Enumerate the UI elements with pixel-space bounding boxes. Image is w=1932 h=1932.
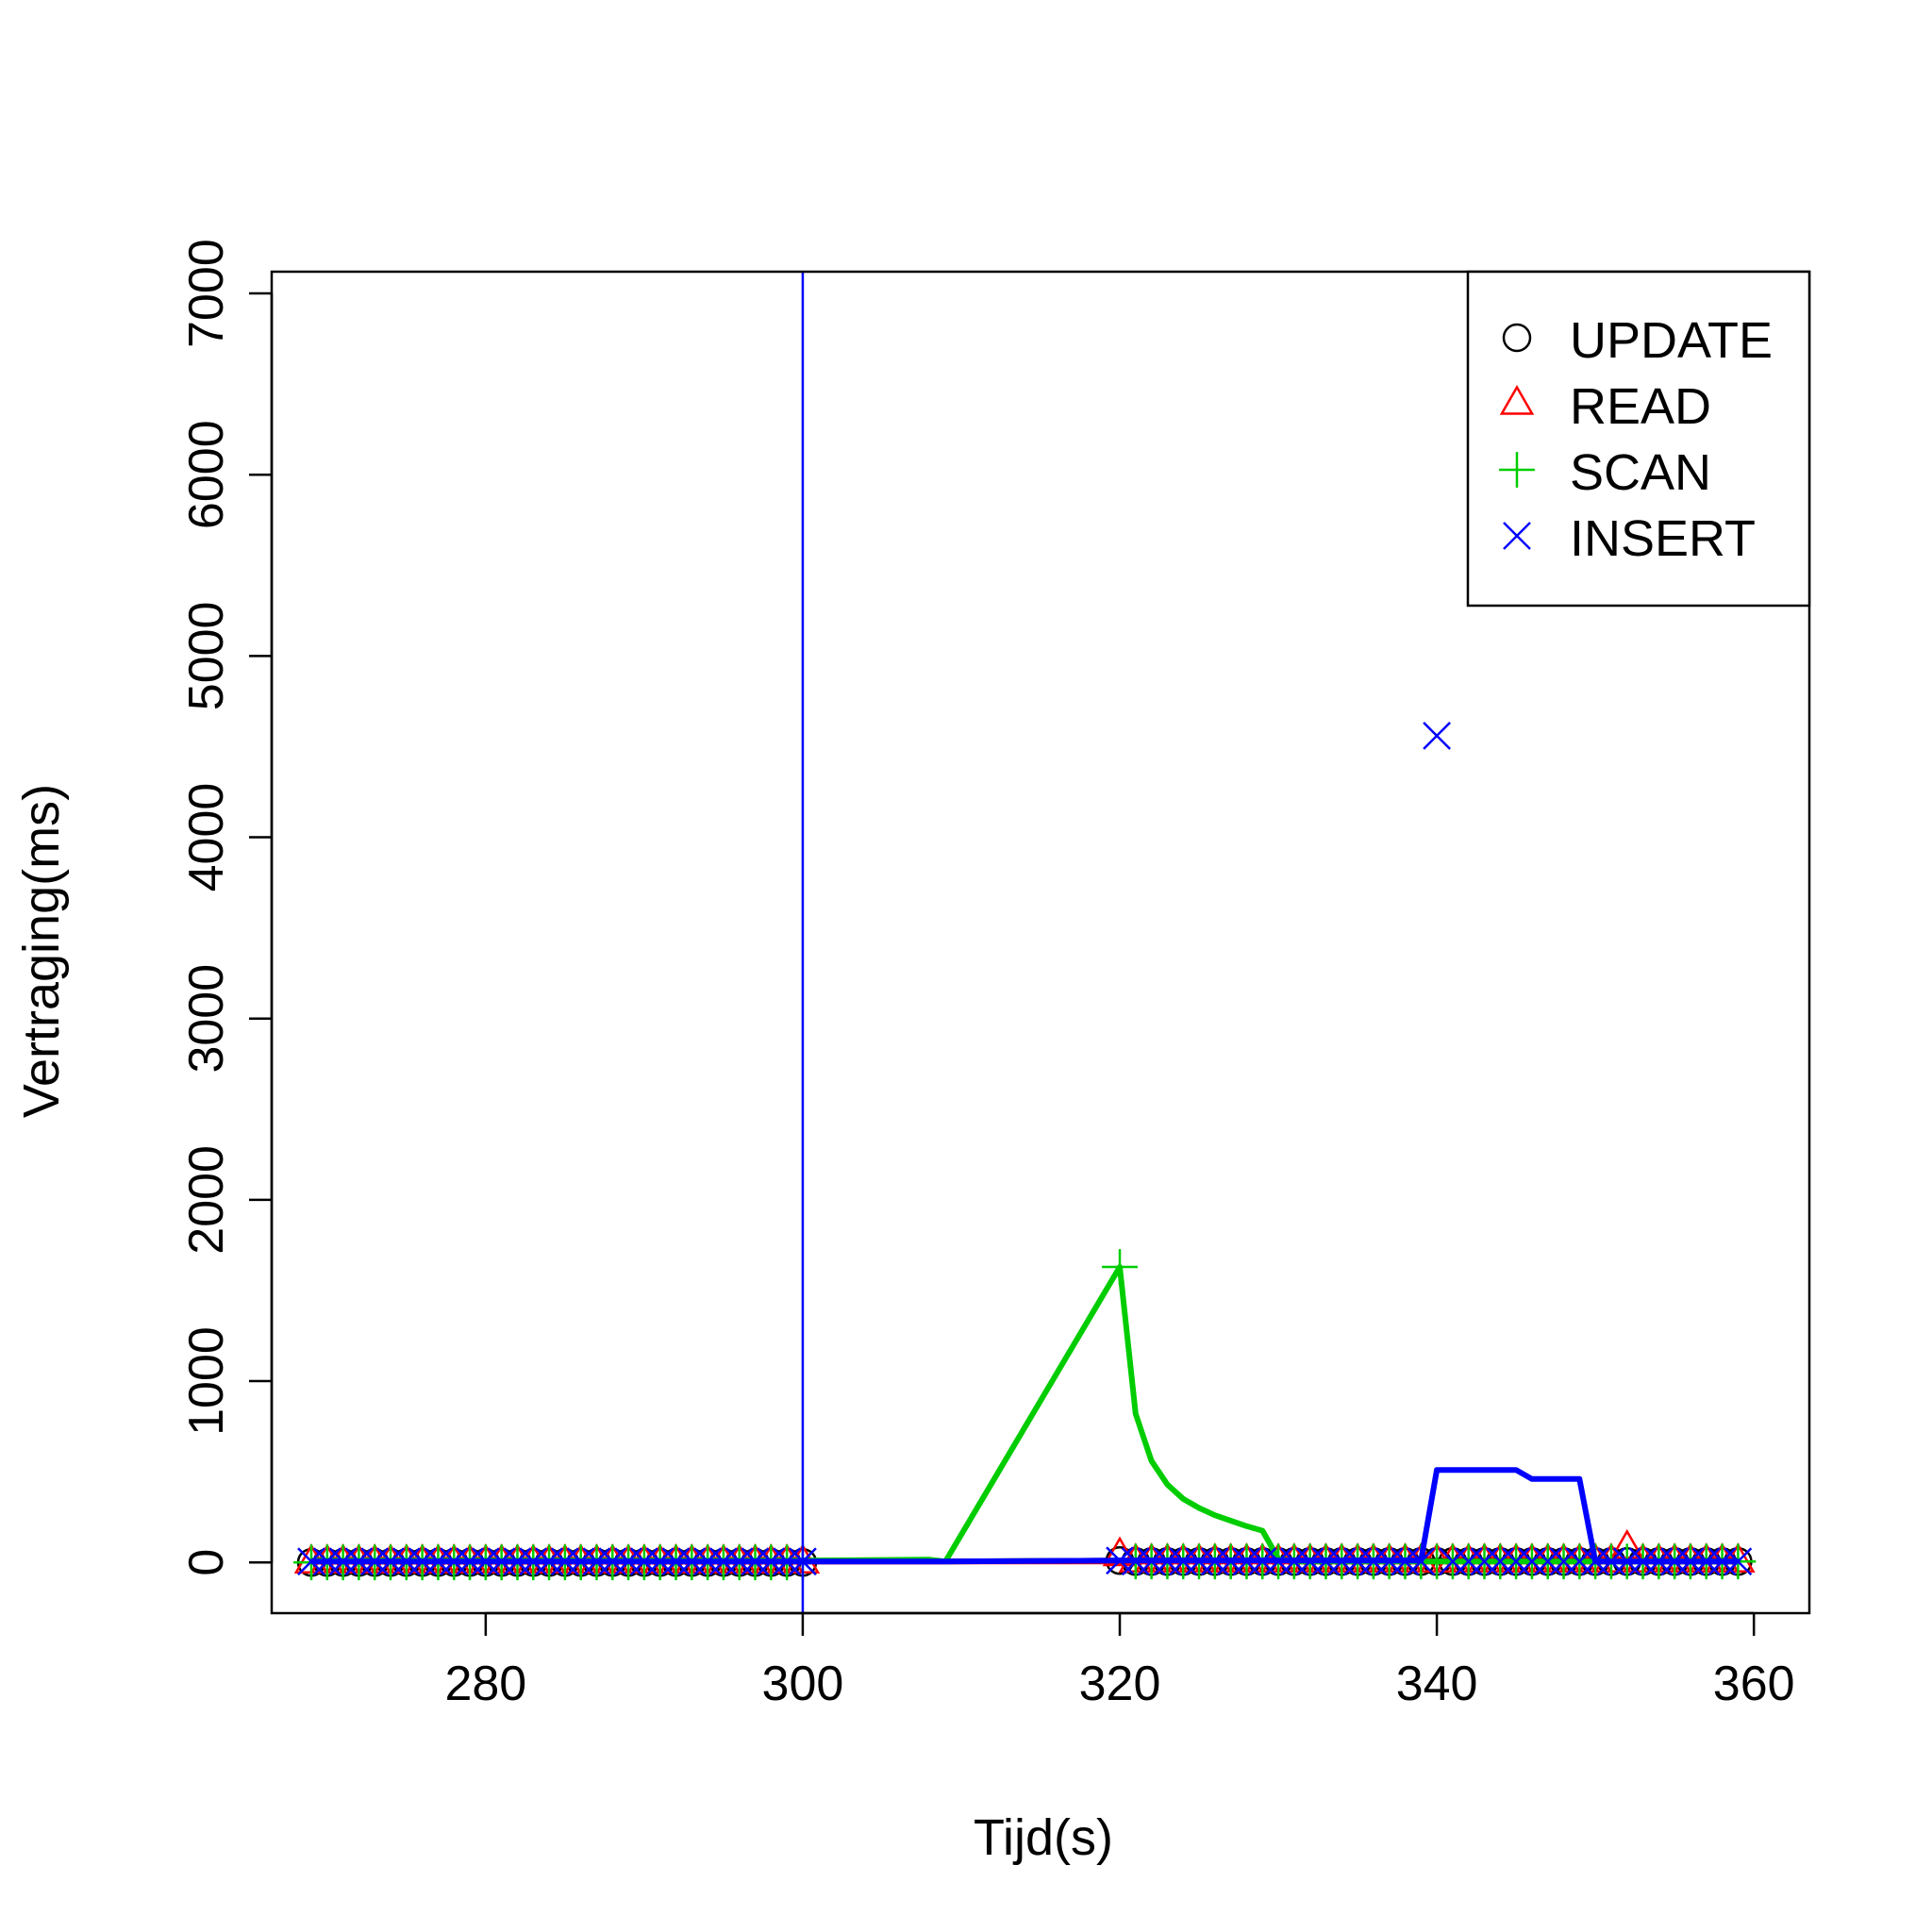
data-point-insert: [1439, 1547, 1467, 1576]
legend-marker-update: [1502, 323, 1532, 353]
y-tick-label: 2000: [179, 1145, 234, 1255]
y-tick-label: 1000: [179, 1326, 234, 1436]
data-point-insert: [1549, 1547, 1578, 1576]
y-axis-label: Vertraging(ms): [13, 784, 70, 1118]
data-point-insert: [1423, 722, 1451, 750]
data-point-insert: [1470, 1547, 1499, 1576]
y-tick-label: 5000: [179, 602, 234, 711]
legend-marker-insert: [1503, 522, 1531, 550]
data-point-insert: [1502, 1547, 1531, 1576]
x-tick-label: 300: [762, 1657, 844, 1711]
x-tick-label: 340: [1396, 1657, 1478, 1711]
data-point-insert: [1565, 1547, 1594, 1576]
y-tick-label: 4000: [179, 783, 234, 892]
series-insert: [297, 722, 1753, 1576]
data-point-insert: [1518, 1547, 1546, 1576]
legend-marker-read: [1499, 384, 1535, 415]
legend-label-scan: SCAN: [1570, 444, 1711, 501]
legend-label-read: READ: [1570, 378, 1711, 435]
legend: UPDATE READ SCAN INSERT: [1466, 270, 1811, 608]
legend-label-update: UPDATE: [1570, 312, 1773, 369]
x-axis-label: Tijd(s): [974, 1809, 1113, 1866]
y-axis: 0 1000 2000 3000 4000 5000 6000 7000: [179, 239, 274, 1576]
data-point-insert: [1454, 1547, 1483, 1576]
y-tick-label: 0: [179, 1549, 234, 1576]
series-line-insert: [311, 1467, 1739, 1565]
marks-layer: [293, 722, 1757, 1581]
legend-label-insert: INSERT: [1570, 510, 1756, 567]
x-axis: 280 300 320 340 360: [444, 1611, 1795, 1711]
data-point-insert: [1486, 1547, 1515, 1576]
legend-marker-scan: [1499, 452, 1535, 488]
x-tick-label: 320: [1079, 1657, 1161, 1711]
x-tick-label: 280: [444, 1657, 526, 1711]
y-tick-label: 3000: [179, 964, 234, 1074]
x-tick-label: 360: [1713, 1657, 1795, 1711]
y-tick-label: 7000: [179, 239, 234, 348]
y-tick-label: 6000: [179, 420, 234, 529]
data-point-insert: [1533, 1547, 1562, 1576]
